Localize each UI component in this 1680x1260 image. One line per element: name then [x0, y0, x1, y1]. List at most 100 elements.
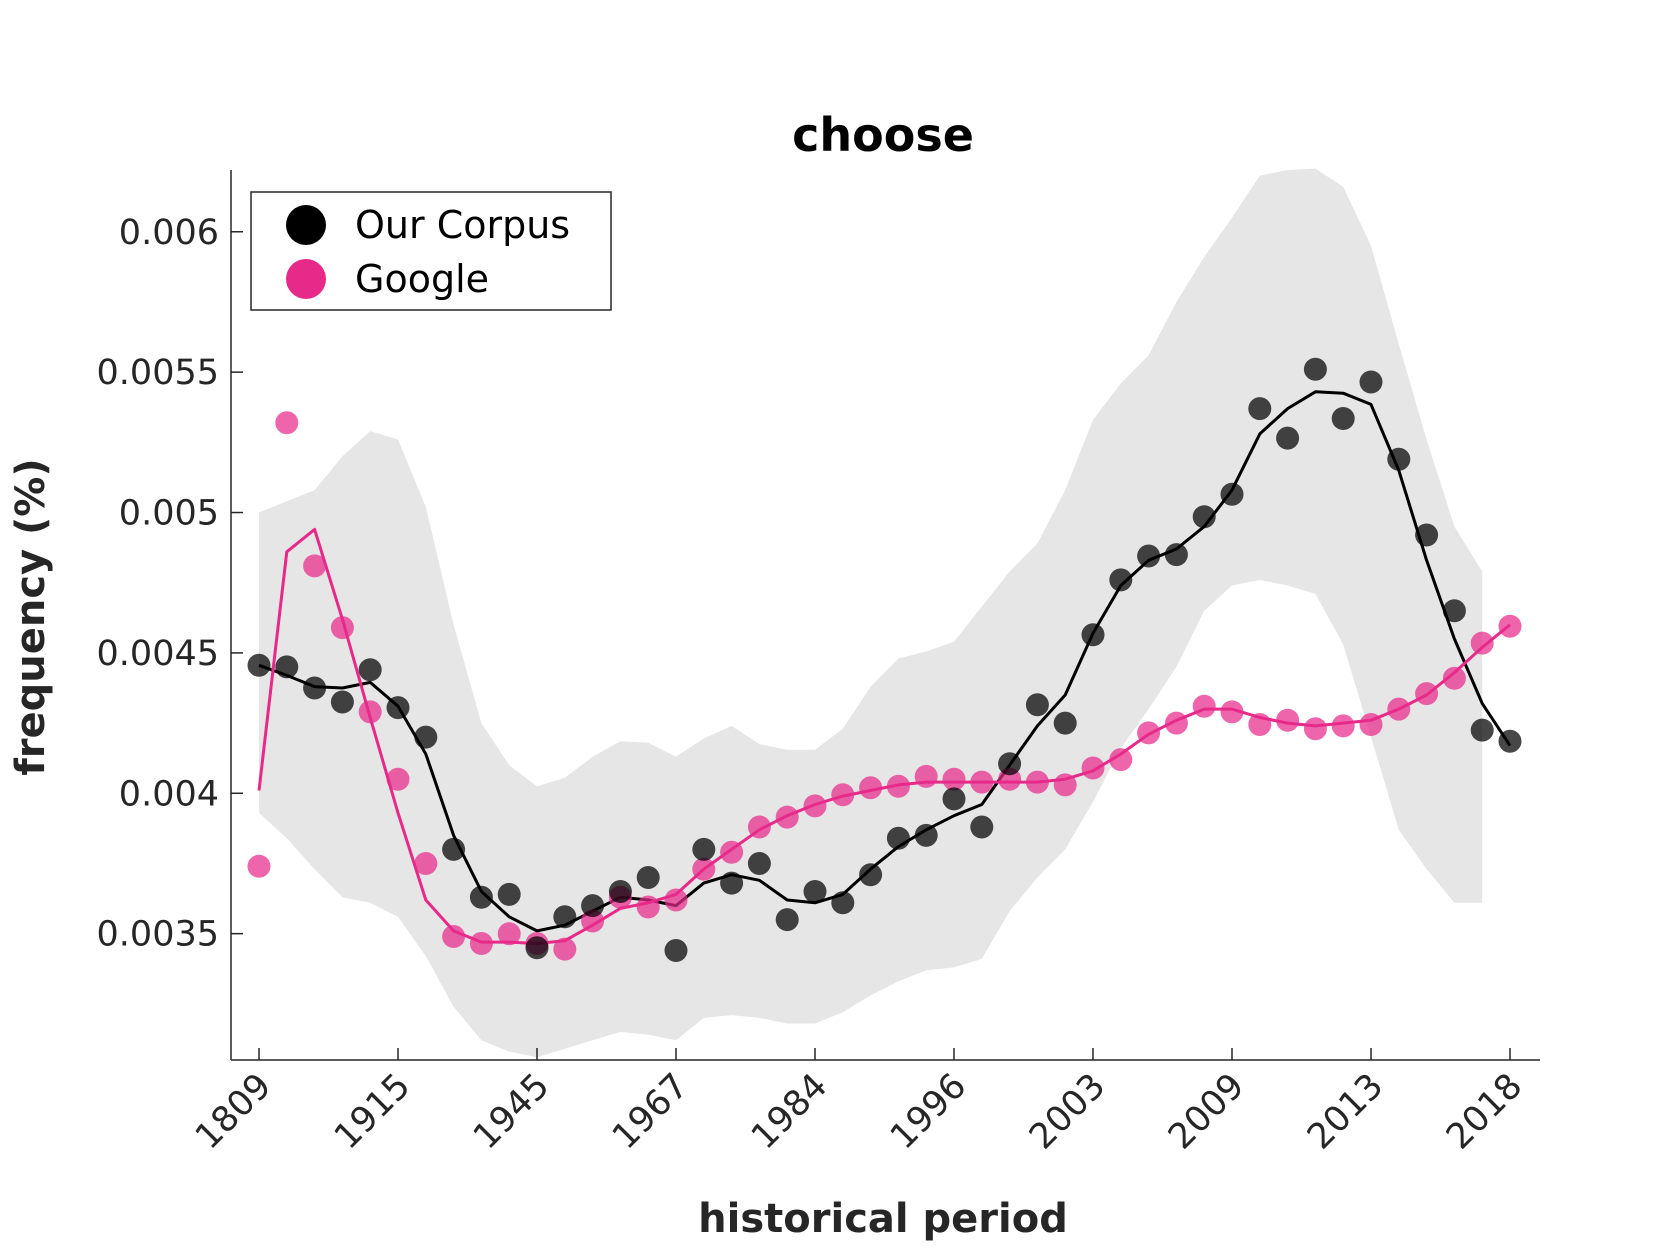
- trend-lines: [257, 390, 1512, 945]
- confidence-band: [259, 168, 1483, 1058]
- point-our-corpus: [831, 891, 855, 915]
- point-our-corpus: [859, 863, 883, 887]
- point-our-corpus: [497, 882, 521, 906]
- point-our-corpus: [1442, 599, 1466, 623]
- point-google: [914, 764, 938, 788]
- point-our-corpus: [358, 658, 382, 682]
- point-google: [1164, 711, 1188, 735]
- point-google: [330, 616, 354, 640]
- point-our-corpus: [469, 885, 493, 909]
- point-our-corpus: [1248, 397, 1272, 421]
- point-google: [1220, 700, 1244, 724]
- point-google: [358, 700, 382, 724]
- point-our-corpus: [330, 690, 354, 714]
- point-our-corpus: [1303, 357, 1327, 381]
- point-google: [553, 937, 577, 961]
- point-our-corpus: [247, 653, 271, 677]
- point-google: [1025, 770, 1049, 794]
- point-google: [1442, 666, 1466, 690]
- point-our-corpus: [1470, 718, 1494, 742]
- point-our-corpus: [608, 880, 632, 903]
- legend: Our Corpus Google: [250, 191, 612, 311]
- point-google: [1359, 713, 1383, 736]
- point-google: [803, 794, 827, 818]
- legend-label-our-corpus: Our Corpus: [355, 203, 570, 247]
- point-our-corpus: [720, 871, 744, 895]
- point-google: [747, 815, 771, 839]
- point-our-corpus: [1498, 729, 1522, 753]
- data-points: [247, 357, 1522, 962]
- band-area: [259, 168, 1483, 1058]
- trend-line-our-corpus: [258, 390, 1512, 933]
- y-axis-label: frequency (%): [8, 458, 54, 775]
- y-tick-label: 0.0045: [97, 634, 219, 674]
- point-google: [942, 767, 966, 791]
- point-google: [1387, 697, 1411, 721]
- point-our-corpus: [553, 905, 577, 929]
- point-our-corpus: [303, 676, 327, 700]
- point-our-corpus: [970, 815, 994, 839]
- point-our-corpus: [1053, 711, 1077, 735]
- point-our-corpus: [442, 837, 466, 861]
- point-google: [1415, 682, 1439, 706]
- y-tick-label: 0.0035: [97, 915, 219, 955]
- point-google: [303, 554, 327, 578]
- point-our-corpus: [581, 894, 605, 918]
- legend-marker-google: [286, 259, 326, 299]
- legend-marker-our-corpus: [286, 205, 326, 245]
- point-google: [1248, 713, 1272, 736]
- point-google: [1192, 694, 1216, 718]
- point-our-corpus: [636, 866, 660, 889]
- point-google: [1303, 717, 1327, 741]
- point-our-corpus: [664, 939, 688, 962]
- point-our-corpus: [1164, 543, 1188, 567]
- point-google: [442, 925, 466, 948]
- y-tick-label: 0.006: [119, 213, 219, 253]
- point-google: [1109, 748, 1133, 772]
- point-google: [1053, 773, 1077, 797]
- point-our-corpus: [1276, 426, 1300, 450]
- point-google: [247, 854, 271, 878]
- trend-line-google: [257, 527, 1511, 945]
- point-our-corpus: [998, 752, 1022, 776]
- point-google: [1137, 721, 1161, 745]
- point-our-corpus: [1387, 447, 1411, 471]
- y-tick-label: 0.005: [119, 494, 219, 534]
- point-google: [886, 774, 910, 798]
- point-google: [1331, 714, 1355, 738]
- point-google: [386, 767, 410, 791]
- point-our-corpus: [1137, 544, 1161, 568]
- point-our-corpus: [1415, 523, 1439, 547]
- point-google: [636, 895, 660, 919]
- point-google: [720, 840, 744, 864]
- point-our-corpus: [747, 852, 771, 875]
- point-our-corpus: [1109, 568, 1133, 592]
- point-google: [275, 411, 299, 435]
- point-our-corpus: [886, 826, 910, 850]
- point-our-corpus: [1025, 693, 1049, 717]
- point-our-corpus: [942, 787, 966, 811]
- point-our-corpus: [1359, 370, 1383, 394]
- legend-label-google: Google: [355, 257, 489, 301]
- point-google: [414, 852, 438, 875]
- y-tick-label: 0.004: [119, 774, 219, 814]
- point-google: [859, 776, 883, 800]
- point-google: [1081, 756, 1105, 780]
- point-google: [775, 805, 799, 829]
- point-our-corpus: [775, 908, 799, 932]
- point-google: [1470, 631, 1494, 655]
- point-our-corpus: [803, 880, 827, 903]
- point-our-corpus: [1331, 407, 1355, 430]
- x-axis-label: historical period: [698, 1196, 1068, 1242]
- point-our-corpus: [275, 655, 299, 679]
- point-our-corpus: [1220, 482, 1244, 506]
- point-google: [469, 932, 493, 955]
- point-google: [497, 922, 521, 946]
- y-tick-label: 0.0055: [97, 353, 219, 393]
- point-our-corpus: [525, 936, 549, 960]
- point-our-corpus: [1192, 505, 1216, 529]
- point-google: [970, 770, 994, 794]
- point-google: [664, 888, 688, 912]
- chart-title: choose: [792, 108, 974, 162]
